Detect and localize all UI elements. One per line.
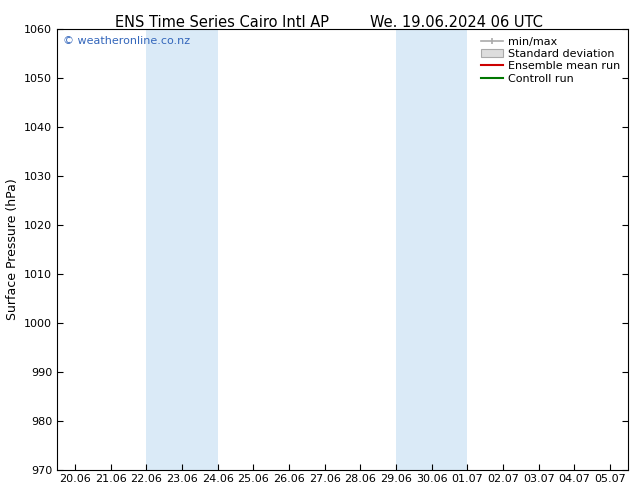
Legend: min/max, Standard deviation, Ensemble mean run, Controll run: min/max, Standard deviation, Ensemble me… — [479, 35, 623, 86]
Bar — [146, 29, 217, 469]
Text: © weatheronline.co.nz: © weatheronline.co.nz — [63, 36, 190, 46]
Text: ENS Time Series Cairo Intl AP: ENS Time Series Cairo Intl AP — [115, 15, 329, 30]
Y-axis label: Surface Pressure (hPa): Surface Pressure (hPa) — [6, 178, 18, 320]
Bar — [396, 29, 467, 469]
Text: We. 19.06.2024 06 UTC: We. 19.06.2024 06 UTC — [370, 15, 543, 30]
